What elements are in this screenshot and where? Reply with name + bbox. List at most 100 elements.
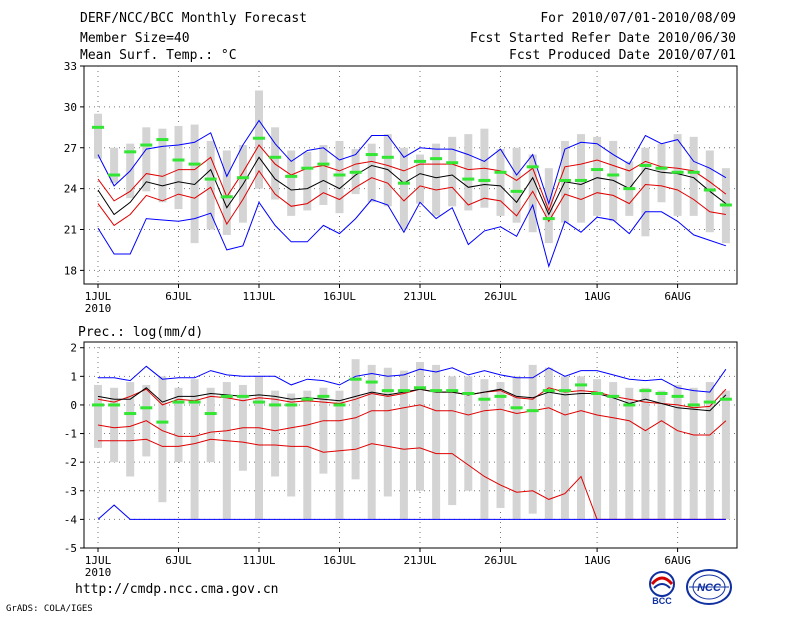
forecast-period: For 2010/07/01-2010/08/09 <box>540 11 736 26</box>
spread-bar <box>287 393 296 497</box>
y-tick-label: -5 <box>64 542 77 555</box>
spread-bar <box>689 387 698 520</box>
obs-marker <box>430 389 443 393</box>
obs-marker <box>575 178 587 182</box>
ncc-logo: NCC <box>686 569 732 605</box>
x-tick-label: 11JUL <box>242 554 275 567</box>
spread-bar <box>689 136 698 216</box>
obs-marker <box>301 166 314 170</box>
spread-bar <box>593 136 602 216</box>
panel-temperature: 18 21 24 27 30 33 1JUL 6JUL 11JUL 16JUL 21JUL 26JUL… <box>64 60 738 315</box>
spread-bar <box>142 127 151 192</box>
x-tick-label: 21JUL <box>403 290 436 303</box>
spread-bar <box>609 140 618 222</box>
obs-marker <box>414 159 426 163</box>
obs-marker <box>607 394 620 398</box>
chart-title: DERF/NCC/BCC Monthly Forecast <box>80 11 307 26</box>
plot-frame <box>83 65 738 285</box>
obs-marker <box>269 403 282 407</box>
spread-bar <box>496 149 505 216</box>
y-tick-label: 24 <box>64 183 78 196</box>
x-tick-label: 6JUL <box>165 554 192 567</box>
spread-bar <box>416 362 424 491</box>
y-tick-label: 30 <box>64 101 77 114</box>
spread-bar <box>319 387 328 474</box>
series-line-max <box>98 365 727 393</box>
spread-bar <box>222 150 231 235</box>
obs-marker <box>204 412 217 416</box>
obs-marker <box>462 177 475 181</box>
obs-marker <box>156 138 169 142</box>
y-tick-label: -2 <box>64 456 77 469</box>
series-line-mean <box>97 156 727 216</box>
bcc-logo: BCC <box>649 571 675 606</box>
obs-marker <box>220 195 233 199</box>
spread-bar <box>383 367 392 497</box>
series-line-max <box>97 119 727 206</box>
spread-bar <box>335 390 344 520</box>
spread-bar <box>577 134 585 223</box>
obs-marker <box>333 173 346 177</box>
x-tick-label: 21JUL <box>403 554 436 567</box>
series-line-lower <box>97 404 727 437</box>
spread-bar <box>528 364 537 514</box>
obs-marker <box>285 174 298 178</box>
spread-bar <box>641 147 650 237</box>
series-line-min <box>97 198 727 268</box>
spread-bar <box>158 128 167 203</box>
spread-bar <box>448 376 457 506</box>
spread-bar <box>512 376 521 520</box>
spread-bar <box>94 113 102 159</box>
obs-marker <box>172 158 185 162</box>
obs-marker <box>381 155 394 159</box>
obs-marker <box>236 394 249 398</box>
source-url[interactable]: http://cmdp.ncc.cma.gov.cn <box>75 582 279 597</box>
spread-bar <box>174 387 183 463</box>
y-tick-label: 2 <box>70 342 77 355</box>
spread-bar <box>206 140 215 230</box>
x-tick-label: 11JUL <box>242 290 275 303</box>
spread-bar <box>126 382 135 477</box>
obs-marker <box>124 412 137 416</box>
y-tick-label: -1 <box>64 428 77 441</box>
obs-marker <box>414 386 426 390</box>
x-tick-label: 26JUL <box>484 290 517 303</box>
obs-marker <box>108 173 121 177</box>
obs-marker <box>687 170 700 174</box>
obs-marker <box>687 403 700 407</box>
spread-bar <box>303 151 312 211</box>
start-date: Fcst Started Refer Date 2010/06/30 <box>469 31 736 46</box>
obs-marker <box>269 155 282 159</box>
obs-marker <box>92 403 104 407</box>
obs-marker <box>591 168 604 172</box>
series-line-mean <box>97 387 727 412</box>
obs-marker <box>478 397 491 401</box>
spread-bar <box>657 143 666 203</box>
bcc-logo-text: BCC <box>652 596 672 606</box>
spread-bar <box>367 143 376 203</box>
spread-bar <box>496 382 505 508</box>
spread-bar <box>464 134 473 211</box>
obs-marker <box>204 177 217 181</box>
obs-marker <box>124 150 137 154</box>
obs-marker <box>285 403 298 407</box>
y-tick-label: -3 <box>64 485 77 498</box>
obs-marker <box>397 181 410 185</box>
obs-marker <box>349 377 362 381</box>
x-tick-label: 6JUL <box>165 290 192 303</box>
member-size: Member Size=40 <box>80 31 190 46</box>
precip-variable-label: Prec.: log(mm/d) <box>78 325 203 340</box>
obs-marker <box>108 403 121 407</box>
obs-marker <box>333 403 346 407</box>
obs-marker <box>510 189 523 193</box>
spread-bar <box>367 364 376 520</box>
y-tick-label: 33 <box>64 60 77 73</box>
spread-bar <box>416 154 424 204</box>
obs-marker <box>703 400 716 404</box>
x-year-label: 2010 <box>85 566 112 579</box>
spread-bar <box>448 136 457 207</box>
obs-marker <box>526 165 539 169</box>
spread-bar <box>721 390 730 520</box>
obs-marker <box>317 394 330 398</box>
y-tick-label: 18 <box>64 264 77 277</box>
